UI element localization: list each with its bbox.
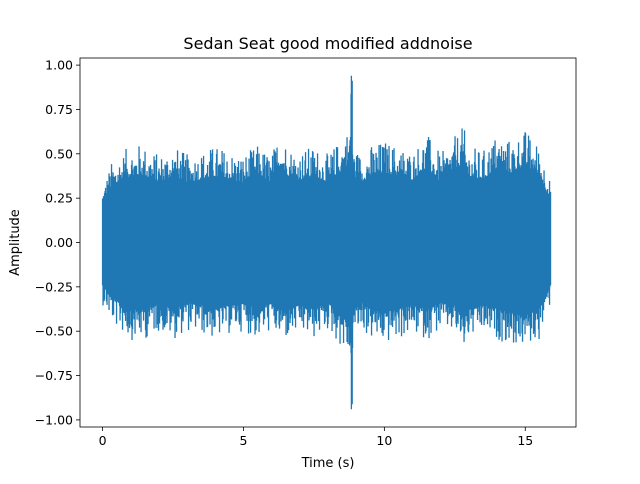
y-tick-label: 0.75 [45,102,73,117]
plot-area [101,75,552,410]
y-tick-label: −1.00 [35,412,73,427]
chart-title: Sedan Seat good modified addnoise [183,34,472,53]
x-axis: 0 5 10 15 [99,427,533,448]
x-tick-label: 10 [376,433,392,448]
y-tick-label: 1.00 [45,58,73,73]
x-tick-label: 0 [99,433,107,448]
y-tick-label: −0.50 [35,324,73,339]
y-tick-label: 0.00 [45,235,73,250]
y-tick-label: 0.50 [45,146,73,161]
y-axis: −1.00 −0.75 −0.50 −0.25 0.00 0.25 0.50 0.75 1.00 [35,58,80,427]
signal-line [101,75,552,410]
x-axis-label: Time (s) [301,456,355,471]
x-tick-label: 5 [239,433,247,448]
y-tick-label: −0.25 [35,279,73,294]
y-tick-label: 0.25 [45,191,73,206]
y-tick-label: −0.75 [35,368,73,383]
x-tick-label: 15 [517,433,533,448]
y-axis-label: Amplitude [8,209,23,276]
